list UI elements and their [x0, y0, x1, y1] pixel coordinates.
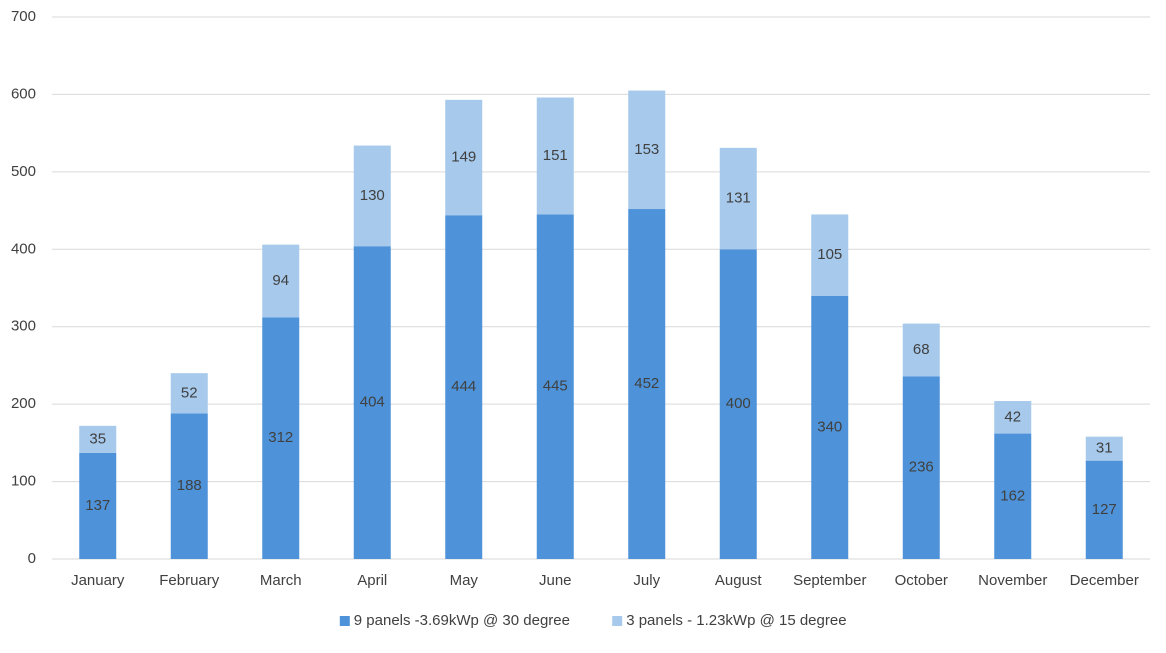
bar-segment	[262, 317, 300, 559]
y-tick-label: 600	[11, 85, 36, 102]
legend-swatch	[339, 616, 350, 626]
bar-segment	[170, 413, 208, 559]
bar-segment	[170, 373, 208, 414]
bar-segment	[79, 425, 117, 453]
data-label: 105	[817, 246, 842, 263]
x-tick-label: December	[1070, 572, 1139, 589]
bar-segment	[536, 97, 574, 215]
data-label: 68	[913, 341, 930, 358]
y-tick-label: 200	[11, 395, 36, 412]
legend-swatch	[612, 616, 623, 626]
x-tick-label: May	[450, 572, 479, 589]
x-tick-label: November	[978, 572, 1047, 589]
bar-segment	[719, 249, 757, 560]
bar-segment	[902, 376, 940, 559]
x-tick-label: July	[633, 572, 660, 589]
data-label: 404	[360, 394, 385, 411]
data-label: 137	[85, 497, 110, 514]
bar-segment	[811, 295, 849, 559]
bar-segment	[445, 215, 483, 559]
bar-segment	[902, 323, 940, 377]
bar-segment	[1085, 460, 1123, 559]
data-label: 127	[1092, 501, 1117, 518]
bar-segment	[994, 401, 1032, 434]
bar-segment	[79, 452, 117, 559]
y-tick-label: 700	[11, 8, 36, 25]
data-label: 162	[1000, 487, 1025, 504]
bar-segment	[262, 244, 300, 318]
data-label: 153	[634, 141, 659, 158]
data-label: 149	[451, 149, 476, 166]
x-tick-label: September	[793, 572, 866, 589]
x-tick-label: June	[539, 572, 572, 589]
y-tick-label: 300	[11, 318, 36, 335]
data-label: 131	[726, 190, 751, 207]
y-tick-label: 400	[11, 240, 36, 257]
data-label: 312	[268, 429, 293, 446]
data-label: 94	[272, 272, 289, 289]
legend-label: 9 panels -3.69kWp @ 30 degree	[354, 612, 570, 629]
data-label: 188	[177, 477, 202, 494]
data-label: 445	[543, 378, 568, 395]
x-tick-label: January	[71, 572, 125, 589]
x-tick-label: April	[357, 572, 387, 589]
bar-segment	[445, 99, 483, 216]
legend-label: 3 panels - 1.23kWp @ 15 degree	[626, 612, 846, 629]
data-label: 151	[543, 147, 568, 164]
bar-segment	[719, 147, 757, 250]
data-label: 130	[360, 187, 385, 204]
data-label: 444	[451, 378, 476, 395]
x-tick-label: March	[260, 572, 302, 589]
y-tick-label: 100	[11, 473, 36, 490]
data-label: 400	[726, 395, 751, 412]
x-tick-label: October	[895, 572, 948, 589]
x-tick-label: August	[715, 572, 763, 589]
bar-segment	[353, 145, 391, 247]
data-label: 52	[181, 384, 198, 401]
data-label: 340	[817, 418, 842, 435]
y-tick-label: 0	[28, 550, 36, 567]
bar-segment	[628, 209, 666, 559]
data-label: 452	[634, 375, 659, 392]
bar-segment	[811, 214, 849, 296]
data-label: 35	[89, 430, 106, 447]
x-tick-label: February	[159, 572, 220, 589]
bar-segment	[628, 90, 666, 210]
data-label: 31	[1096, 440, 1113, 457]
data-label: 42	[1004, 408, 1021, 425]
y-tick-label: 500	[11, 163, 36, 180]
bar-segment	[536, 214, 574, 559]
bar-segment	[1085, 436, 1123, 461]
bar-segment	[353, 246, 391, 559]
data-label: 236	[909, 459, 934, 476]
bar-segment	[994, 433, 1032, 559]
